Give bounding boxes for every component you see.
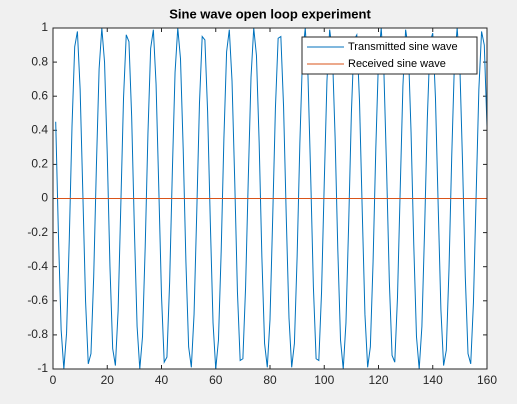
x-tick-label: 120 <box>368 373 388 387</box>
y-tick-label: -0.4 <box>27 259 48 273</box>
y-tick-label: 0 <box>41 191 48 205</box>
y-tick-label: 0.2 <box>31 157 48 171</box>
y-tick-label: -1 <box>37 361 48 375</box>
legend-box <box>301 36 478 75</box>
axes-box <box>52 27 488 370</box>
x-tick-label: 40 <box>155 373 169 387</box>
x-tick-label: 60 <box>209 373 223 387</box>
y-tick-label: 1 <box>41 20 48 34</box>
legend-label: Transmitted sine wave <box>348 41 458 53</box>
y-tick-label: 0.4 <box>31 122 48 136</box>
x-tick-label: 0 <box>50 373 57 387</box>
chart-title: Sine wave open loop experiment <box>169 6 371 21</box>
x-tick-label: 80 <box>263 373 277 387</box>
y-tick-label: -0.2 <box>27 225 48 239</box>
x-tick-label: 160 <box>477 373 497 387</box>
legend-label: Received sine wave <box>348 58 446 70</box>
series-line <box>55 28 487 369</box>
x-tick-label: 100 <box>314 373 334 387</box>
y-tick-label: 0.8 <box>31 54 48 68</box>
x-tick-label: 140 <box>423 373 443 387</box>
x-tick-label: 20 <box>101 373 115 387</box>
y-tick-label: -0.6 <box>27 293 48 307</box>
y-tick-label: -0.8 <box>27 327 48 341</box>
y-tick-label: 0.6 <box>31 88 48 102</box>
